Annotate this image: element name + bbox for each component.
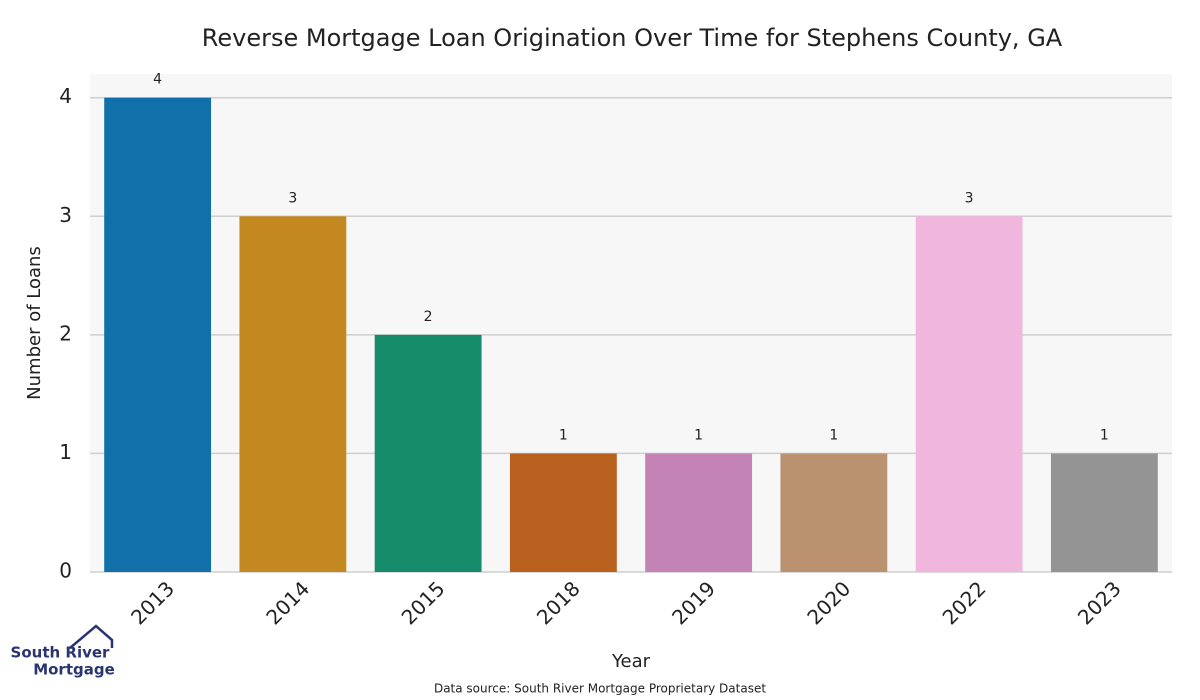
x-tick-label: 2023 xyxy=(1073,576,1126,629)
bar xyxy=(239,216,347,573)
bar xyxy=(1050,453,1158,572)
y-tick-label: 3 xyxy=(59,203,72,227)
logo-roof xyxy=(69,624,114,649)
value-label: 2 xyxy=(424,309,433,325)
value-label: 1 xyxy=(559,427,568,443)
source-note: Data source: South River Mortgage Propri… xyxy=(434,682,766,696)
y-axis-label: Number of Loans xyxy=(24,246,45,400)
x-tick-label: 2013 xyxy=(126,576,179,629)
y-tick-label: 2 xyxy=(59,321,72,345)
bar xyxy=(374,334,482,572)
x-tick-label: 2014 xyxy=(261,576,314,629)
value-label: 1 xyxy=(694,427,703,443)
bar xyxy=(915,216,1023,573)
x-tick-label: 2022 xyxy=(938,576,991,629)
bar xyxy=(645,453,753,572)
value-label: 4 xyxy=(153,72,162,88)
value-label: 1 xyxy=(829,427,838,443)
chart-title: Reverse Mortgage Loan Origination Over T… xyxy=(202,24,1063,52)
bar xyxy=(104,97,212,572)
bar xyxy=(780,453,888,572)
value-label: 3 xyxy=(288,190,297,206)
x-tick-label: 2018 xyxy=(532,576,585,629)
value-label: 3 xyxy=(965,190,974,206)
y-tick-label: 4 xyxy=(59,84,72,108)
logo-text: Mortgage xyxy=(33,661,115,679)
x-tick-label: 2020 xyxy=(802,576,855,629)
x-tick-label: 2019 xyxy=(667,576,720,629)
y-tick-label: 0 xyxy=(59,559,72,583)
bar xyxy=(509,453,617,572)
logo: South River Mortgage xyxy=(11,624,115,679)
logo-text: South River xyxy=(11,644,111,662)
x-axis-label: Year xyxy=(611,651,651,672)
value-label: 1 xyxy=(1100,427,1109,443)
y-tick-label: 1 xyxy=(59,440,72,464)
x-tick-label: 2015 xyxy=(397,576,450,629)
